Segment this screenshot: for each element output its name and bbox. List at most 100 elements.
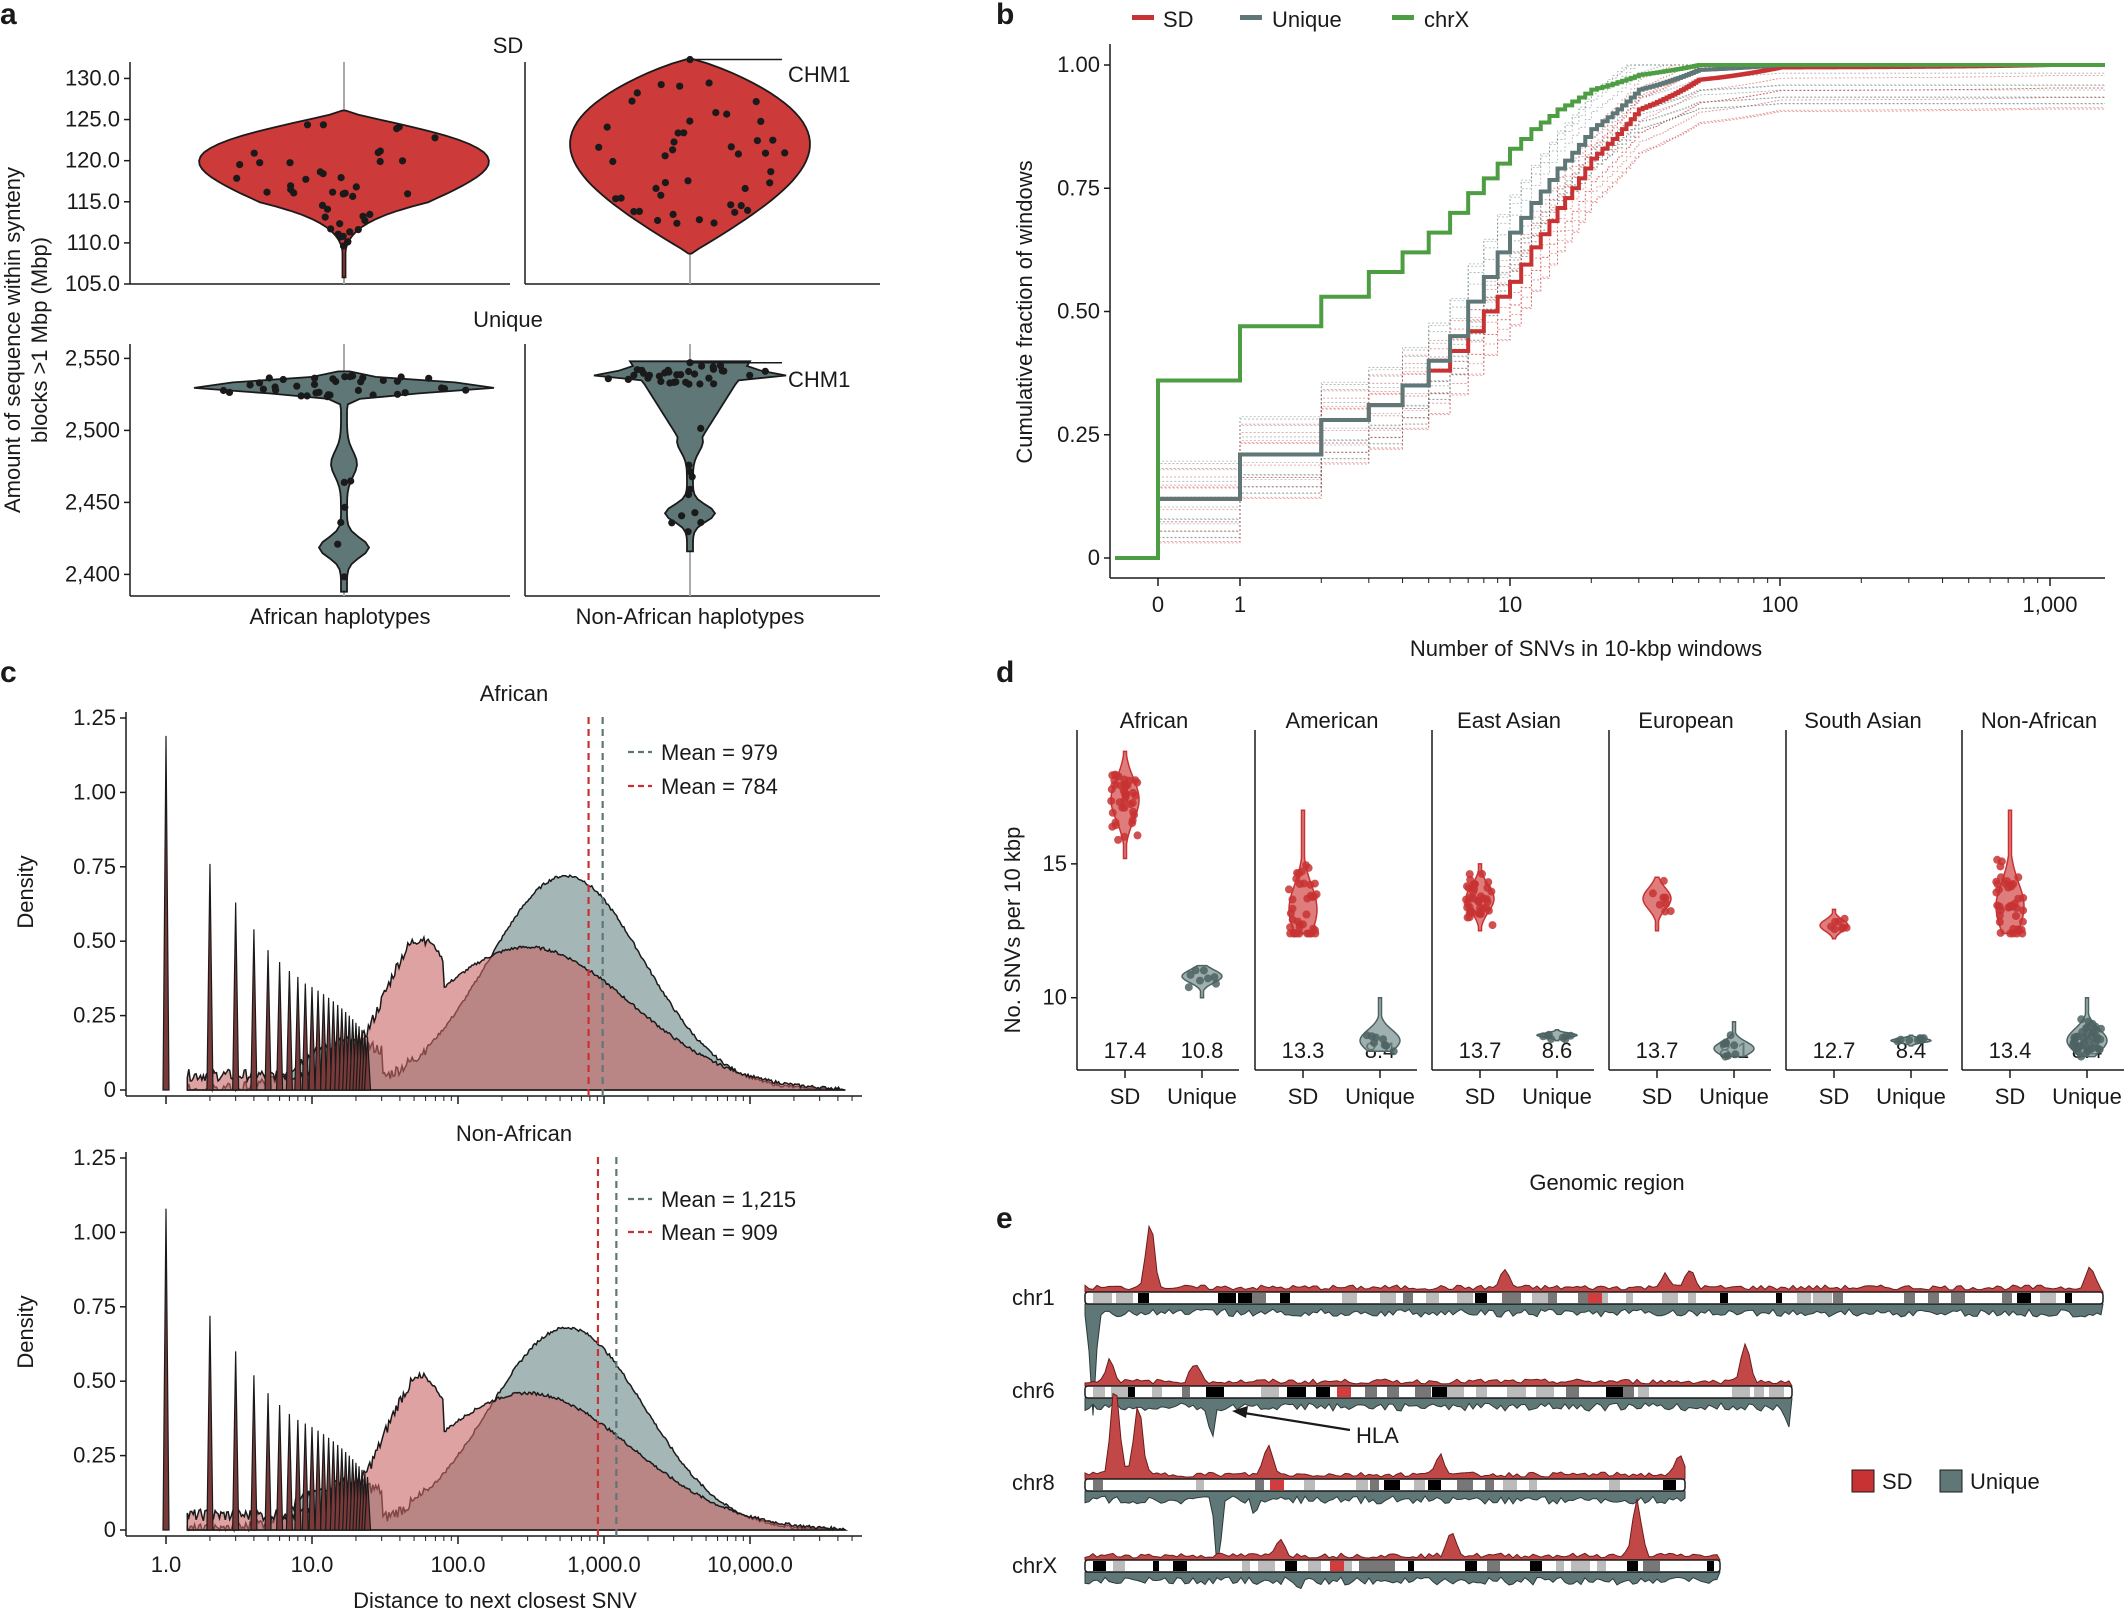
panel-c-spike xyxy=(363,1476,372,1531)
panel-c-spike xyxy=(232,902,240,1091)
panel-e-plot xyxy=(1084,1224,2104,1590)
panel-a-point xyxy=(766,179,774,187)
panel-e-band xyxy=(1387,1387,1399,1397)
panel-e-band xyxy=(1415,1387,1431,1397)
panel-e-band xyxy=(1571,1561,1590,1571)
panel-a-point xyxy=(366,210,374,218)
panel-e-band xyxy=(1365,1387,1377,1397)
panel-d-sd-violin-point xyxy=(1992,888,2001,897)
panel-e-band xyxy=(1403,1293,1413,1303)
panel-e-band xyxy=(1623,1387,1634,1397)
panel-e-band xyxy=(1447,1387,1464,1397)
panel-e-band xyxy=(1688,1293,1696,1303)
panel-a-chm1-label-unique: CHM1 xyxy=(788,367,850,392)
panel-b-ylabel: Cumulative fraction of windows xyxy=(1012,160,1037,463)
panel-c-xtick-label: 10.0 xyxy=(291,1552,334,1577)
panel-d-unique-violin-point xyxy=(2094,1045,2103,1054)
panel-e-legend-sd-swatch xyxy=(1851,1469,1875,1493)
panel-b-legend: SD Unique chrX xyxy=(1132,7,1470,32)
panel-a-point xyxy=(286,159,294,167)
panel-d-unique-violin-point xyxy=(2084,1037,2093,1046)
panel-a-point xyxy=(684,528,692,536)
panel-a-point xyxy=(398,157,407,165)
panel-e-band xyxy=(1193,1561,1206,1571)
panel-a-point xyxy=(710,219,718,227)
panel-e-band xyxy=(1548,1293,1557,1303)
panel-e-band xyxy=(1222,1561,1231,1571)
panel-d-unique-violin-point xyxy=(1370,1038,1378,1047)
panel-c-spike xyxy=(319,994,328,1091)
panel-e-band xyxy=(1627,1561,1638,1571)
panel-e-band xyxy=(1432,1387,1448,1397)
panel-d-sd-violin-point xyxy=(1286,923,1295,932)
panel-e-band xyxy=(1314,1293,1326,1303)
panel-b-sd-replicate xyxy=(1115,87,2105,559)
panel-e-band xyxy=(1357,1293,1367,1303)
panel-e-band xyxy=(1280,1293,1290,1303)
panel-a-point xyxy=(712,109,720,117)
panel-e-band xyxy=(1093,1293,1112,1303)
panel-d-sd-mean-label: 12.7 xyxy=(1813,1038,1856,1063)
panel-d-sd-violin-point xyxy=(1463,899,1472,908)
panel-d-sd-violin-point xyxy=(1834,917,1843,926)
panel-b-ytick-label: 1.00 xyxy=(1057,52,1100,77)
panel-e-band xyxy=(1529,1480,1537,1490)
panel-a-point xyxy=(661,179,670,187)
panel-a-point xyxy=(761,367,769,375)
panel-e-band xyxy=(1582,1480,1596,1490)
panel-d-sd-violin-point xyxy=(1288,895,1297,904)
panel-d-sd-violin-point xyxy=(1655,900,1664,909)
panel-d-xcat-sd: SD xyxy=(1110,1084,1141,1109)
panel-a-chm1-point xyxy=(686,359,694,367)
panel-d-sd-violin-point xyxy=(2018,917,2027,926)
panel-e-band xyxy=(1476,1387,1487,1397)
panel-e-band xyxy=(1206,1387,1224,1397)
panel-d-unique-violin xyxy=(1359,996,1401,1053)
panel-a-ytick-label: 2,450 xyxy=(65,489,120,514)
panel-b-ytick-label: 0.75 xyxy=(1057,175,1100,200)
panel-a-point xyxy=(676,82,684,90)
panel-a-point xyxy=(255,379,264,387)
panel-b-unique-replicate xyxy=(1115,64,2105,559)
panel-a-point xyxy=(297,392,305,400)
panel-e-band xyxy=(1662,1293,1678,1303)
panel-d-unique-violin-point xyxy=(2072,1032,2081,1041)
panel-d-sd-violin-point xyxy=(1827,922,1835,931)
panel-d-sd-violin-point xyxy=(1662,899,1671,908)
panel-e-band xyxy=(1152,1293,1160,1303)
panel-e-band xyxy=(1551,1480,1562,1490)
panel-a: Amount of sequence within synteny blocks… xyxy=(0,33,880,629)
panel-a-point xyxy=(691,509,699,517)
panel-d-unique-violin-point xyxy=(1905,1036,1914,1044)
panel-e-band xyxy=(1887,1293,1895,1303)
panel-a-point xyxy=(709,363,717,371)
panel-e-band xyxy=(1606,1387,1624,1397)
panel-e-band xyxy=(1589,1387,1600,1397)
panel-a-point xyxy=(376,157,384,166)
panel-d-sd-violin-point xyxy=(1466,906,1475,915)
panel-a-chm1-point xyxy=(686,55,694,64)
panel-a-point xyxy=(695,216,704,224)
panel-d-sd-violin-point xyxy=(1114,835,1123,844)
panel-d-unique-violin-point xyxy=(2077,1015,2086,1024)
panel-a-point xyxy=(339,242,348,250)
panel-d-sd-violin-point xyxy=(1311,926,1319,935)
panel-c-spike xyxy=(232,1351,240,1531)
panel-d-sd-violin-point xyxy=(1131,791,1140,800)
panel-e-centromere xyxy=(1588,1293,1602,1303)
panel-e-band xyxy=(1643,1561,1660,1571)
panel-d-sd-violin-point xyxy=(2019,906,2028,915)
panel-d-sd-violin-point xyxy=(1111,818,1120,827)
panel-e-band xyxy=(1093,1480,1103,1490)
panel-a-point xyxy=(236,161,244,169)
panel-e-band xyxy=(1691,1561,1700,1571)
panel-c-xlabel: Distance to next closest SNV xyxy=(353,1588,637,1612)
panel-c-ytick-label: 0.25 xyxy=(73,1003,116,1028)
panel-a-point xyxy=(617,194,625,202)
panel-b-sd-replicate xyxy=(1115,64,2105,559)
panel-a-point xyxy=(609,157,617,166)
panel-e-hla-label: HLA xyxy=(1356,1423,1399,1448)
panel-a-point xyxy=(716,362,725,370)
panel-d-sd-violin-point xyxy=(1302,910,1311,919)
panel-d-sd-violin-point xyxy=(1299,920,1307,929)
